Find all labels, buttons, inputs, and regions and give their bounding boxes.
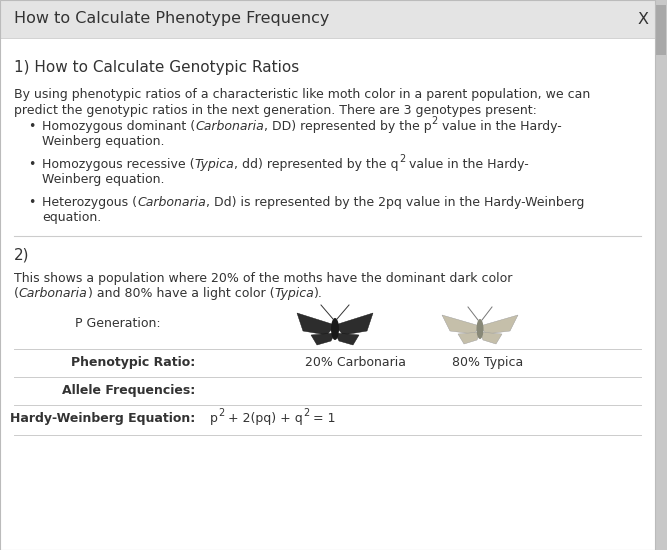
Text: predict the genotypic ratios in the next generation. There are 3 genotypes prese: predict the genotypic ratios in the next… — [14, 104, 537, 117]
Text: Carbonaria: Carbonaria — [137, 196, 205, 209]
Text: •: • — [28, 120, 35, 133]
Text: Weinberg equation.: Weinberg equation. — [42, 135, 165, 148]
Text: p: p — [210, 412, 218, 425]
Polygon shape — [480, 315, 518, 334]
Text: 2): 2) — [14, 248, 29, 263]
Text: Carbonaria: Carbonaria — [19, 287, 87, 300]
Text: equation.: equation. — [42, 211, 101, 224]
Text: 2: 2 — [218, 408, 224, 418]
Text: Carbonaria: Carbonaria — [195, 120, 264, 133]
Text: Homozygous recessive (: Homozygous recessive ( — [42, 158, 195, 171]
Polygon shape — [297, 313, 335, 335]
Text: 2: 2 — [303, 408, 309, 418]
Text: + 2(pq) + q: + 2(pq) + q — [224, 412, 303, 425]
Text: 80% Typica: 80% Typica — [452, 356, 523, 369]
Polygon shape — [311, 333, 335, 345]
Text: Typica: Typica — [195, 158, 234, 171]
Text: 2: 2 — [399, 154, 405, 164]
Text: •: • — [28, 158, 35, 171]
Bar — [656, 5, 666, 55]
Text: (: ( — [14, 287, 19, 300]
Text: , Dd) is represented by the 2pq value in the Hardy-Weinberg: , Dd) is represented by the 2pq value in… — [205, 196, 584, 209]
Ellipse shape — [331, 318, 339, 340]
Bar — [655, 0, 667, 550]
Bar — [0, 0, 655, 38]
Text: 1) How to Calculate Genotypic Ratios: 1) How to Calculate Genotypic Ratios — [14, 60, 299, 75]
Text: 2: 2 — [432, 116, 438, 126]
Polygon shape — [442, 315, 480, 334]
Text: Weinberg equation.: Weinberg equation. — [42, 173, 165, 186]
Text: 20% Carbonaria: 20% Carbonaria — [305, 356, 406, 369]
Text: value in the Hardy-: value in the Hardy- — [438, 120, 562, 133]
Text: , DD) represented by the p: , DD) represented by the p — [264, 120, 432, 133]
Text: Phenotypic Ratio:: Phenotypic Ratio: — [71, 356, 195, 369]
Polygon shape — [335, 313, 373, 335]
Text: By using phenotypic ratios of a characteristic like moth color in a parent popul: By using phenotypic ratios of a characte… — [14, 88, 590, 101]
Text: value in the Hardy-: value in the Hardy- — [405, 158, 529, 171]
Text: This shows a population where 20% of the moths have the dominant dark color: This shows a population where 20% of the… — [14, 272, 512, 285]
Ellipse shape — [476, 319, 484, 339]
Text: X: X — [638, 12, 648, 26]
Polygon shape — [480, 332, 502, 344]
Text: •: • — [28, 196, 35, 209]
Text: Hardy-Weinberg Equation:: Hardy-Weinberg Equation: — [10, 412, 195, 425]
Text: Allele Frequencies:: Allele Frequencies: — [62, 384, 195, 397]
Text: Heterozygous (: Heterozygous ( — [42, 196, 137, 209]
Text: P Generation:: P Generation: — [75, 317, 161, 330]
Text: ) and 80% have a light color (: ) and 80% have a light color ( — [87, 287, 274, 300]
Polygon shape — [335, 333, 359, 345]
Text: = 1: = 1 — [309, 412, 336, 425]
Text: ).: ). — [314, 287, 323, 300]
Text: Homozygous dominant (: Homozygous dominant ( — [42, 120, 195, 133]
Text: , dd) represented by the q: , dd) represented by the q — [234, 158, 399, 171]
Text: How to Calculate Phenotype Frequency: How to Calculate Phenotype Frequency — [14, 12, 329, 26]
Text: Typica: Typica — [274, 287, 314, 300]
Polygon shape — [458, 332, 480, 344]
